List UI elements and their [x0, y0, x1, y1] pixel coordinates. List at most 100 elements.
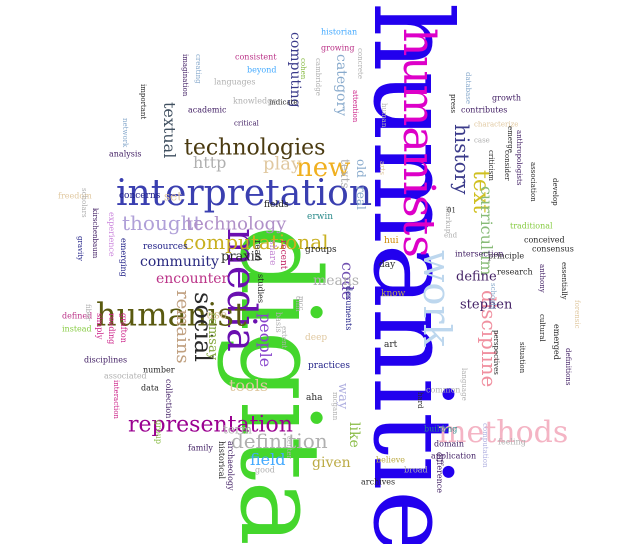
word-language: language [460, 368, 468, 401]
word-instead: instead [62, 324, 92, 333]
word-definitions: definitions [564, 348, 572, 386]
word-dhm: dhm [294, 296, 302, 312]
word-data: data [141, 383, 159, 392]
word-curriculum: curriculum [477, 186, 496, 276]
word-essentially: essentially [560, 262, 568, 300]
word-historical: historical [217, 441, 226, 479]
word-contributes: contributes [461, 105, 507, 114]
word-set: set [164, 190, 182, 204]
word-schools: schools [489, 283, 497, 310]
word-academic: academic [188, 105, 227, 114]
word-remains: remains [172, 290, 193, 364]
word-number: number [143, 365, 175, 374]
word-http: http [193, 153, 226, 172]
word-anthony: anthony [538, 264, 546, 293]
word-defined: defined [62, 311, 92, 320]
word-believe: believe [376, 455, 405, 464]
word-important: important [139, 84, 147, 119]
word-arts: arts [378, 161, 386, 175]
word-critical: critical [234, 120, 260, 128]
word-languages: languages [214, 77, 255, 86]
word-criticism: criticism [487, 150, 495, 181]
word-resources: resources [143, 242, 188, 252]
word-scholars: scholars [80, 188, 88, 218]
word-humanists: humanists [393, 28, 444, 258]
word-traditional: traditional [510, 221, 553, 230]
word-mcgann: mcgann [331, 392, 339, 421]
word-thought: thought [122, 211, 202, 235]
word-common: common [426, 385, 460, 394]
word-tools: tools [229, 376, 268, 395]
word-category: category [333, 54, 349, 116]
word-erwin: erwin [307, 212, 333, 222]
word-cambridge: cambridge [314, 58, 322, 96]
word-building: building [424, 424, 457, 433]
word-use: use [206, 308, 227, 322]
word-group: group [154, 420, 163, 444]
word-code: code [338, 262, 357, 300]
word-computational: computational [183, 230, 329, 254]
word-family: family [188, 443, 213, 452]
word-groups: groups [305, 245, 337, 255]
word-reading: reading [107, 313, 116, 344]
word-media: media [218, 228, 264, 352]
word-community: community [140, 254, 219, 270]
word-experience: experience [107, 212, 116, 257]
word-studies: studies [256, 274, 265, 303]
word-texts: texts [338, 159, 352, 189]
word-concrete: concrete [356, 48, 364, 79]
word-fields: fields [264, 200, 289, 210]
word-emerging: emerging [119, 238, 128, 277]
word-intersection: intersection [455, 249, 504, 258]
word-conceived: conceived [524, 235, 565, 244]
word-social: social [189, 292, 217, 362]
word-characterize: characterize [474, 121, 518, 129]
word-extent: extent [280, 326, 288, 349]
word-term: term [223, 423, 253, 437]
word-good: good [255, 465, 275, 474]
word-documents: documents [344, 286, 353, 330]
word-freedom: freedom [58, 191, 92, 200]
word-consistent: consistent [235, 52, 277, 61]
word-means: means [313, 273, 359, 289]
word-growing: growing [321, 43, 354, 52]
word-people: people [256, 313, 275, 367]
word-real: real [354, 186, 368, 210]
word-define: define [456, 269, 497, 284]
word-analysis: analysis [109, 149, 142, 158]
word-application: application [431, 451, 476, 460]
word-praxis: praxis [221, 249, 261, 264]
word-feeling: feeling [498, 437, 526, 446]
word-technologies: technologies [184, 136, 325, 161]
word-network: network [121, 118, 129, 148]
word-disciplines: disciplines [84, 355, 127, 364]
word-hui: hui [384, 236, 399, 246]
word-textual: textual [160, 102, 179, 158]
word-domain: domain [434, 439, 464, 448]
word-end: end [444, 232, 458, 240]
word-old: old [354, 159, 368, 178]
word-01: 01 [447, 207, 456, 215]
word-anthropologists: anthropologists [515, 130, 523, 186]
word-emerge: emerge [506, 126, 514, 153]
word-practices: practices [308, 361, 350, 371]
word-grafton: grafton [119, 313, 128, 343]
word-principle: principle [488, 251, 524, 260]
word-associated: associated [104, 371, 147, 380]
word-read: read [252, 240, 262, 261]
word-forensic: forensic [573, 300, 581, 329]
word-interpretation: interpretation [116, 173, 372, 214]
word-knowledge: knowledge [233, 96, 277, 105]
word-mcc: mcc [297, 296, 305, 311]
word-methods: methods [438, 415, 568, 450]
word-archives: archives [361, 477, 395, 486]
word-association: association [529, 162, 537, 202]
word-aha: aha [306, 393, 323, 403]
word-day: day [379, 260, 396, 270]
word-historian: historian [321, 27, 357, 36]
word-creating: creating [194, 54, 202, 84]
word-indicate: indicate [269, 99, 298, 107]
word-situation: situation [518, 342, 526, 374]
word-markup: markup [444, 206, 452, 234]
